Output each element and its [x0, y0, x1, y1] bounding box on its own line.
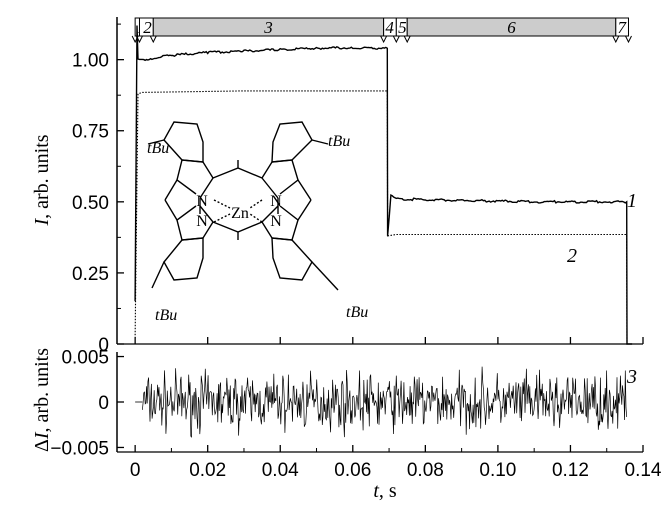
segment-label: 5 [398, 18, 407, 37]
segment-label: 7 [618, 18, 628, 37]
top-y-axis-label: I, arb. units [31, 134, 53, 226]
tbu-label: tBu [155, 307, 177, 324]
n-label: N [270, 213, 282, 230]
y-tick-label: 0.75 [72, 122, 109, 143]
series-1-line [134, 25, 633, 345]
n-label: N [196, 213, 208, 230]
y-tick-label: 1.00 [72, 51, 109, 72]
top-panel: 1234567 00.250.500.751.00 I, arb. units … [31, 17, 644, 356]
y-tick-label: 0 [98, 393, 109, 414]
x-tick-label: 0.14 [625, 460, 662, 481]
zn-phthalocyanine-structure [147, 121, 339, 291]
y-tick-label: 0 [98, 335, 109, 356]
n-label: N [196, 193, 208, 210]
y-tick-label: 0.25 [72, 264, 109, 285]
x-tick-label: 0.10 [479, 460, 516, 481]
segment-label: 4 [385, 18, 394, 37]
segment-label: 2 [143, 18, 152, 37]
y-tick-label: 0.005 [61, 348, 109, 369]
curve-label-1: 1 [627, 190, 637, 212]
segment-label: 6 [507, 18, 516, 37]
segment-marker [612, 35, 620, 44]
bottom-y-axis-label: ΔI, arb. units [31, 348, 53, 452]
series-3-noise [142, 366, 628, 438]
segment-7 [615, 17, 629, 37]
x-axis-label: t, s [373, 480, 397, 502]
x-tick-label: 0 [130, 460, 141, 481]
segment-marker [392, 35, 400, 44]
segment-label: 3 [263, 18, 273, 37]
tbu-label: tBu [147, 140, 169, 157]
curve-label-2: 2 [567, 245, 577, 267]
zn-label: Zn [231, 205, 249, 222]
series-2-line [134, 90, 628, 345]
bottom-panel: −0.005 0 0.005 0 0.02 0.04 0.06 0.08 0.10 0.12 0.… [31, 348, 662, 502]
segment-marker [380, 35, 388, 44]
curve-label-3: 3 [626, 366, 637, 388]
y-tick-label: 0.50 [72, 193, 109, 214]
x-tick-label: 0.08 [407, 460, 444, 481]
molecule-labels: N N N N Zn tBu tBu tBu tBu [147, 133, 368, 324]
y-tick-label: −0.005 [50, 438, 109, 459]
tbu-label: tBu [346, 304, 368, 321]
n-label: N [270, 193, 282, 210]
segment-marker [403, 35, 411, 44]
x-tick-label: 0.02 [189, 460, 226, 481]
segment-marker [625, 35, 632, 44]
segment-bar: 1234567 [131, 17, 632, 44]
x-tick-label: 0.12 [552, 460, 589, 481]
tbu-label: tBu [328, 133, 350, 150]
segment-marker [149, 35, 157, 44]
x-tick-label: 0.06 [334, 460, 371, 481]
x-tick-label: 0.04 [262, 460, 299, 481]
